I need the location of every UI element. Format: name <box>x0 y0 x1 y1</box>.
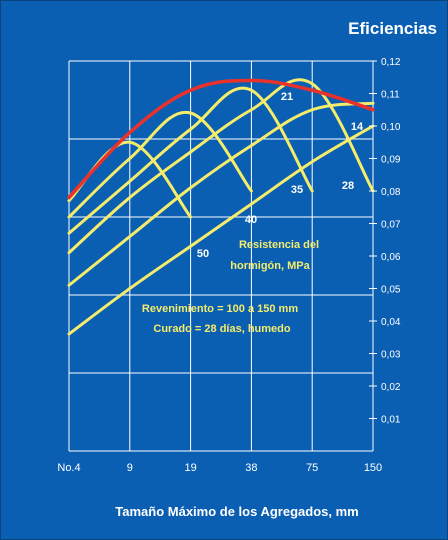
x-tick-label: 19 <box>184 462 196 474</box>
x-tick-label: 75 <box>306 462 318 474</box>
curve-label-28: 28 <box>342 180 354 192</box>
y-tick-label: 0,08 <box>381 187 401 198</box>
series-curve-14 <box>67 124 375 336</box>
x-tick-label: 9 <box>127 462 133 474</box>
y-tick-label: 0,11 <box>381 90 400 101</box>
curve-label-14: 14 <box>351 121 364 133</box>
y-tick-label: 0,05 <box>381 285 401 296</box>
y-tick-label: 0,07 <box>381 220 401 231</box>
y-tick-label: 0,12 <box>381 57 401 68</box>
x-tick-label: 150 <box>364 462 382 474</box>
curves-group <box>67 78 375 336</box>
annotations: Resistencia del hormigón, MPa Revenimiento… <box>142 239 319 335</box>
series-curve-40 <box>67 110 253 219</box>
series-curve-28 <box>67 78 375 255</box>
curve-label-50: 50 <box>197 248 209 260</box>
series-curve-35 <box>67 86 314 235</box>
y-tick-label: 0,06 <box>381 252 401 263</box>
envelope-curve <box>67 78 375 200</box>
x-tick-label: No.4 <box>57 462 80 474</box>
curve-label-40: 40 <box>245 214 257 226</box>
x-tick-label: 38 <box>245 462 257 474</box>
y-tick-label: 0,04 <box>381 317 401 328</box>
annotation-text: Curado = 28 días, humedo <box>153 323 291 335</box>
curve-labels: 14 21 28 35 40 50 <box>197 91 364 260</box>
y-tick-label: 0,01 <box>381 415 401 426</box>
annotation-text: Resistencia del <box>239 239 319 251</box>
y-tick-label: 0,10 <box>381 122 401 133</box>
annotation-text: hormigón, MPa <box>230 260 310 272</box>
curve-label-21: 21 <box>281 91 293 103</box>
series-curve-21 <box>67 101 375 287</box>
annotation-text: Revenimiento = 100 a 150 mm <box>142 303 298 315</box>
grid-lines <box>68 60 374 452</box>
x-axis-ticks: No.4 9 19 38 75 150 <box>57 462 382 474</box>
x-axis-label: Tamaño Máximo de los Agregados, mm <box>115 504 358 519</box>
curve-label-35: 35 <box>291 184 303 196</box>
y-tick-label: 0,02 <box>381 382 401 393</box>
y-axis-ticks: 0,01 0,02 0,03 0,04 0,05 0,06 0,07 0,08 0,09 0,10… <box>369 57 401 426</box>
chart-title: Eficiencias <box>348 19 437 38</box>
y-tick-label: 0,03 <box>381 350 401 361</box>
y-tick-label: 0,09 <box>381 155 401 166</box>
